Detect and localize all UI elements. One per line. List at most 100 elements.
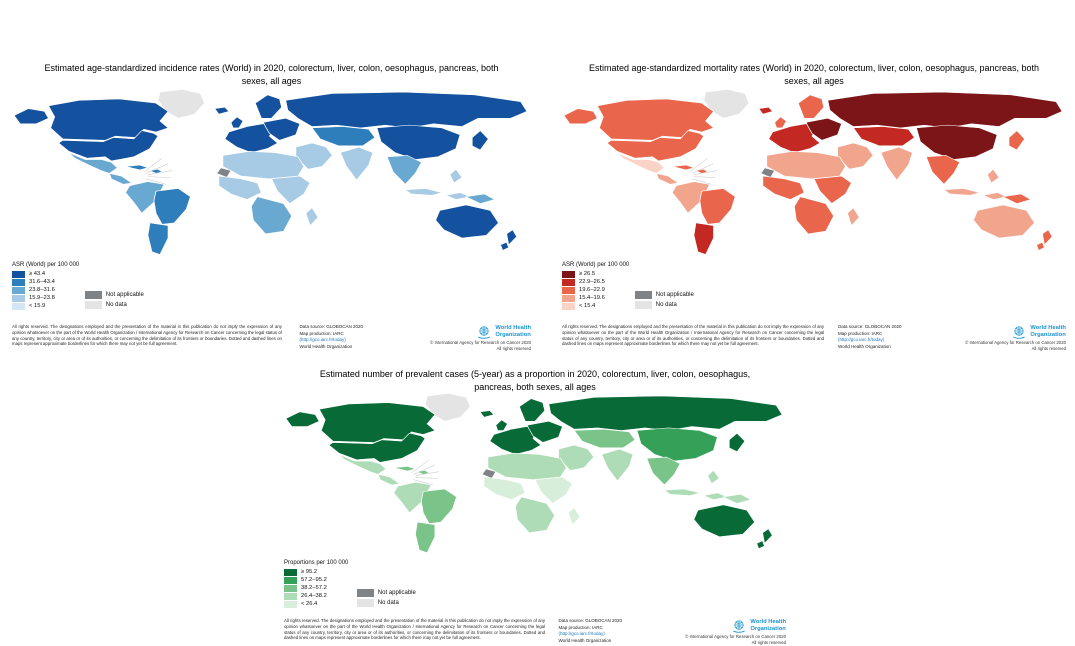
region-mexico <box>68 152 118 174</box>
legend-title: ASR (World) per 100 000 <box>12 262 80 268</box>
region-alaska <box>13 108 49 125</box>
island-callout-lines <box>689 158 718 185</box>
page-title: Estimated number of prevalent cases (5-y… <box>319 369 751 392</box>
region-europe-east <box>805 117 842 141</box>
copyright-line: © International Agency for Research on C… <box>430 340 531 345</box>
legend-swatch <box>12 287 25 294</box>
region-mexico <box>338 454 387 475</box>
mortality-map-panel: Estimated age-standardized mortality rat… <box>558 10 1070 362</box>
region-west-africa <box>483 476 526 500</box>
map-legend: ASR (World) per 100 000 ≥ 26.5 22.9–26.5… <box>562 262 694 311</box>
world-map-svg <box>285 393 783 553</box>
region-north-africa <box>222 151 305 180</box>
who-block: World Health Organization © Internationa… <box>668 618 786 646</box>
world-map <box>8 88 535 260</box>
region-east-africa <box>534 476 573 504</box>
region-canada <box>596 98 714 141</box>
datasource-block: Data source: GLOBOCAN 2020 Map productio… <box>838 324 934 350</box>
legend-swatch <box>12 303 25 310</box>
region-india <box>601 448 634 482</box>
legend-swatch <box>12 295 25 302</box>
region-mexico <box>616 152 665 174</box>
region-madagascar <box>567 507 581 526</box>
region-central-asia <box>311 126 376 147</box>
region-caribbean <box>125 164 163 174</box>
disclaimer-text: All rights reserved. The designations em… <box>12 324 282 347</box>
region-brazil <box>153 188 191 225</box>
region-west-africa <box>218 175 262 200</box>
region-japan <box>1008 130 1026 151</box>
datasource-block: Data source: GLOBOCAN 2020 Map productio… <box>299 324 395 350</box>
region-europe-west <box>768 123 821 153</box>
gco-link[interactable]: (http://gco.iarc.fr/today) <box>838 337 885 343</box>
region-new-zealand <box>1036 229 1053 251</box>
datasource-line: Map production: IARC <box>558 624 603 630</box>
legend-class-label: 38.2–57.2 <box>301 585 327 592</box>
legend-class-label: ≥ 26.5 <box>579 271 596 278</box>
region-japan <box>728 432 746 453</box>
region-east-africa <box>271 175 311 204</box>
no-data-label: No data <box>655 302 677 308</box>
legend-swatch <box>562 279 575 286</box>
no-data-label: No data <box>105 302 127 308</box>
datasource-line: World Health Organization <box>558 637 612 643</box>
legend-class-label: 57.2–95.2 <box>301 577 327 584</box>
region-usa <box>606 130 705 162</box>
legend-title: Proportions per 100 000 <box>284 560 349 566</box>
region-russia <box>285 91 528 129</box>
legend-class-label: 22.9–26.5 <box>579 279 605 286</box>
legend-swatch <box>284 569 297 576</box>
region-usa <box>328 432 426 463</box>
region-caribbean <box>671 164 709 174</box>
rights-line: All rights reserved <box>751 640 786 646</box>
legend-class-label: 19.6–22.9 <box>579 287 605 294</box>
legend-swatch <box>562 295 575 302</box>
legend-swatch <box>284 593 297 600</box>
legend-class-label: 15.9–23.8 <box>29 295 55 302</box>
legend-class-label: < 26.4 <box>301 601 318 608</box>
legend-swatch <box>284 601 297 608</box>
copyright-line: © International Agency for Research on C… <box>685 634 786 639</box>
world-map-svg <box>13 89 528 255</box>
region-japan <box>471 130 489 151</box>
region-europe-west <box>489 426 542 455</box>
region-argentina <box>414 521 436 553</box>
region-india <box>340 146 374 181</box>
copyright-line: © International Agency for Research on C… <box>965 340 1066 345</box>
datasource-line: Data source: GLOBOCAN 2020 <box>299 324 363 329</box>
region-scandinavia <box>254 94 283 119</box>
who-name: World Health Organization <box>1030 325 1066 338</box>
world-map <box>558 88 1070 260</box>
region-scandinavia <box>797 94 825 119</box>
page-title: Estimated age-standardized mortality rat… <box>588 63 1040 86</box>
prevalence-map-panel: Estimated number of prevalent cases (5-y… <box>280 366 790 646</box>
legend-swatch <box>12 271 25 278</box>
region-new-guinea <box>1002 193 1032 204</box>
datasource-line: Map production: IARC <box>299 330 344 336</box>
region-europe-east <box>526 420 563 443</box>
disclaimer-text: All rights reserved. The designations em… <box>284 618 546 641</box>
region-uk <box>230 116 244 129</box>
region-southern-africa <box>793 196 835 235</box>
region-central-america <box>108 173 133 185</box>
not-applicable-label: Not applicable <box>377 590 416 596</box>
datasource-line: Data source: GLOBOCAN 2020 <box>838 324 902 329</box>
gco-link[interactable]: (http://gco.iarc.fr/today) <box>299 337 346 343</box>
datasource-line: World Health Organization <box>838 343 891 349</box>
datasource-line: World Health Organization <box>299 343 353 349</box>
not-applicable-swatch <box>356 589 374 597</box>
region-alaska <box>285 411 320 427</box>
region-central-america <box>377 474 401 486</box>
region-iceland <box>758 106 774 115</box>
region-uk <box>495 419 508 431</box>
no-data-swatch <box>634 301 652 309</box>
region-canada <box>318 402 436 443</box>
page-title: Estimated age-standardized incidence rat… <box>44 63 499 86</box>
region-iceland <box>214 106 230 115</box>
region-china <box>916 124 998 160</box>
gco-link[interactable]: (http://gco.iarc.fr/today) <box>558 631 605 637</box>
region-australia <box>973 204 1035 239</box>
region-new-guinea <box>722 493 752 504</box>
no-data-swatch <box>356 599 374 607</box>
legend-class-label: < 15.4 <box>579 303 596 310</box>
